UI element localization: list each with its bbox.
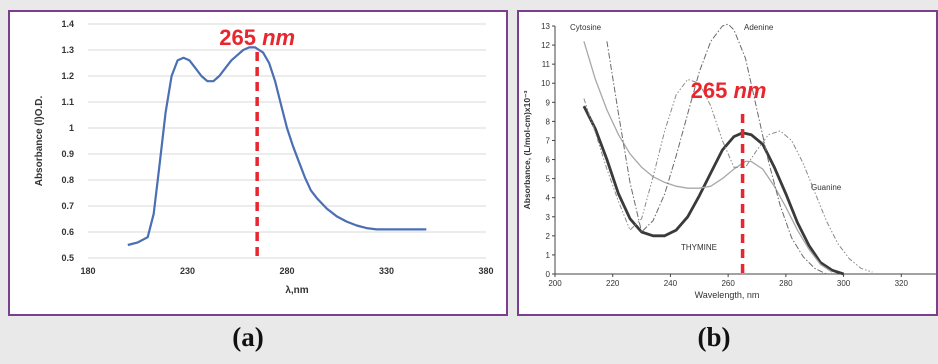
x-tick-label: 300 (837, 279, 851, 288)
y-tick-label: 4 (546, 194, 551, 203)
y-tick-label: 1.3 (61, 45, 74, 55)
x-tick-label: 180 (80, 266, 95, 276)
y-tick-label: 10 (541, 79, 550, 88)
marker-label: 265 nm (691, 78, 767, 103)
series-line-adenine (606, 23, 827, 275)
absorbance-series-line (127, 46, 427, 247)
y-tick-label: 9 (546, 98, 551, 107)
y-tick-label: 3 (546, 213, 551, 222)
absorbance-chart-a: 0.5 0.6 0.7 0.8 0.9 1 1.1 1.2 1.3 1.4 180 230 280 330… (34, 19, 494, 296)
y-tick-label: 0.7 (61, 201, 74, 211)
panel-a: 0.5 0.6 0.7 0.8 0.9 1 1.1 1.2 1.3 1.4 180 230 280 330… (8, 10, 508, 316)
y-tick-label: 11 (542, 60, 551, 69)
y-tick-label: 0.6 (61, 227, 74, 237)
series-line-guanine (583, 78, 873, 273)
y-tick-label: 1.2 (61, 71, 74, 81)
series-line-thymine (582, 105, 845, 276)
x-tick-label: 280 (279, 266, 294, 276)
y-tick-label: 13 (541, 22, 550, 31)
x-axis-label: λ,nm (285, 285, 308, 296)
series-label-adenine: Adenine (744, 23, 774, 32)
y-tick-label: 0.5 (61, 253, 74, 263)
y-tick-label: 1 (546, 251, 551, 260)
caption-b: (b) (697, 322, 731, 352)
y-tick-label: 1.4 (61, 19, 74, 29)
y-tick-label: 0.8 (61, 175, 74, 185)
x-tick-label: 330 (379, 266, 394, 276)
series-label-thymine: THYMINE (681, 243, 717, 252)
panel-b: 0123456789101112132002202402602803003203… (517, 10, 938, 316)
y-tick-label: 0.9 (61, 149, 74, 159)
y-tick-label: 1.1 (61, 97, 74, 107)
caption-a: (a) (232, 322, 264, 352)
x-axis-label: Wavelength, nm (695, 290, 760, 300)
y-tick-label: 8 (546, 117, 551, 126)
y-tick-label: 0 (546, 270, 551, 279)
x-tick-label: 320 (895, 279, 909, 288)
y-tick-label: 2 (546, 232, 551, 241)
series-label-cytosine: Cytosine (570, 23, 602, 32)
y-tick-label: 1 (69, 123, 74, 133)
x-tick-label: 200 (548, 279, 562, 288)
y-axis-label: Absorbance, (L/mol-cm)x10⁻³ (522, 90, 532, 209)
x-tick-label: 240 (664, 279, 678, 288)
nucleobase-chart-b: 0123456789101112132002202402602803003203… (522, 22, 936, 300)
y-tick-label: 5 (546, 175, 551, 184)
x-tick-label: 380 (478, 266, 493, 276)
x-tick-label: 230 (180, 266, 195, 276)
y-tick-label: 12 (541, 41, 550, 50)
marker-label: 265 nm (219, 25, 295, 50)
y-tick-label: 7 (546, 136, 551, 145)
y-axis-label: Absorbance (l)O.D. (34, 96, 45, 187)
series-line-cytosine (583, 41, 833, 273)
y-tick-label: 6 (546, 156, 551, 165)
x-tick-label: 280 (779, 279, 793, 288)
x-tick-label: 260 (721, 279, 735, 288)
x-tick-label: 220 (606, 279, 620, 288)
series-label-guanine: Guanine (811, 183, 842, 192)
